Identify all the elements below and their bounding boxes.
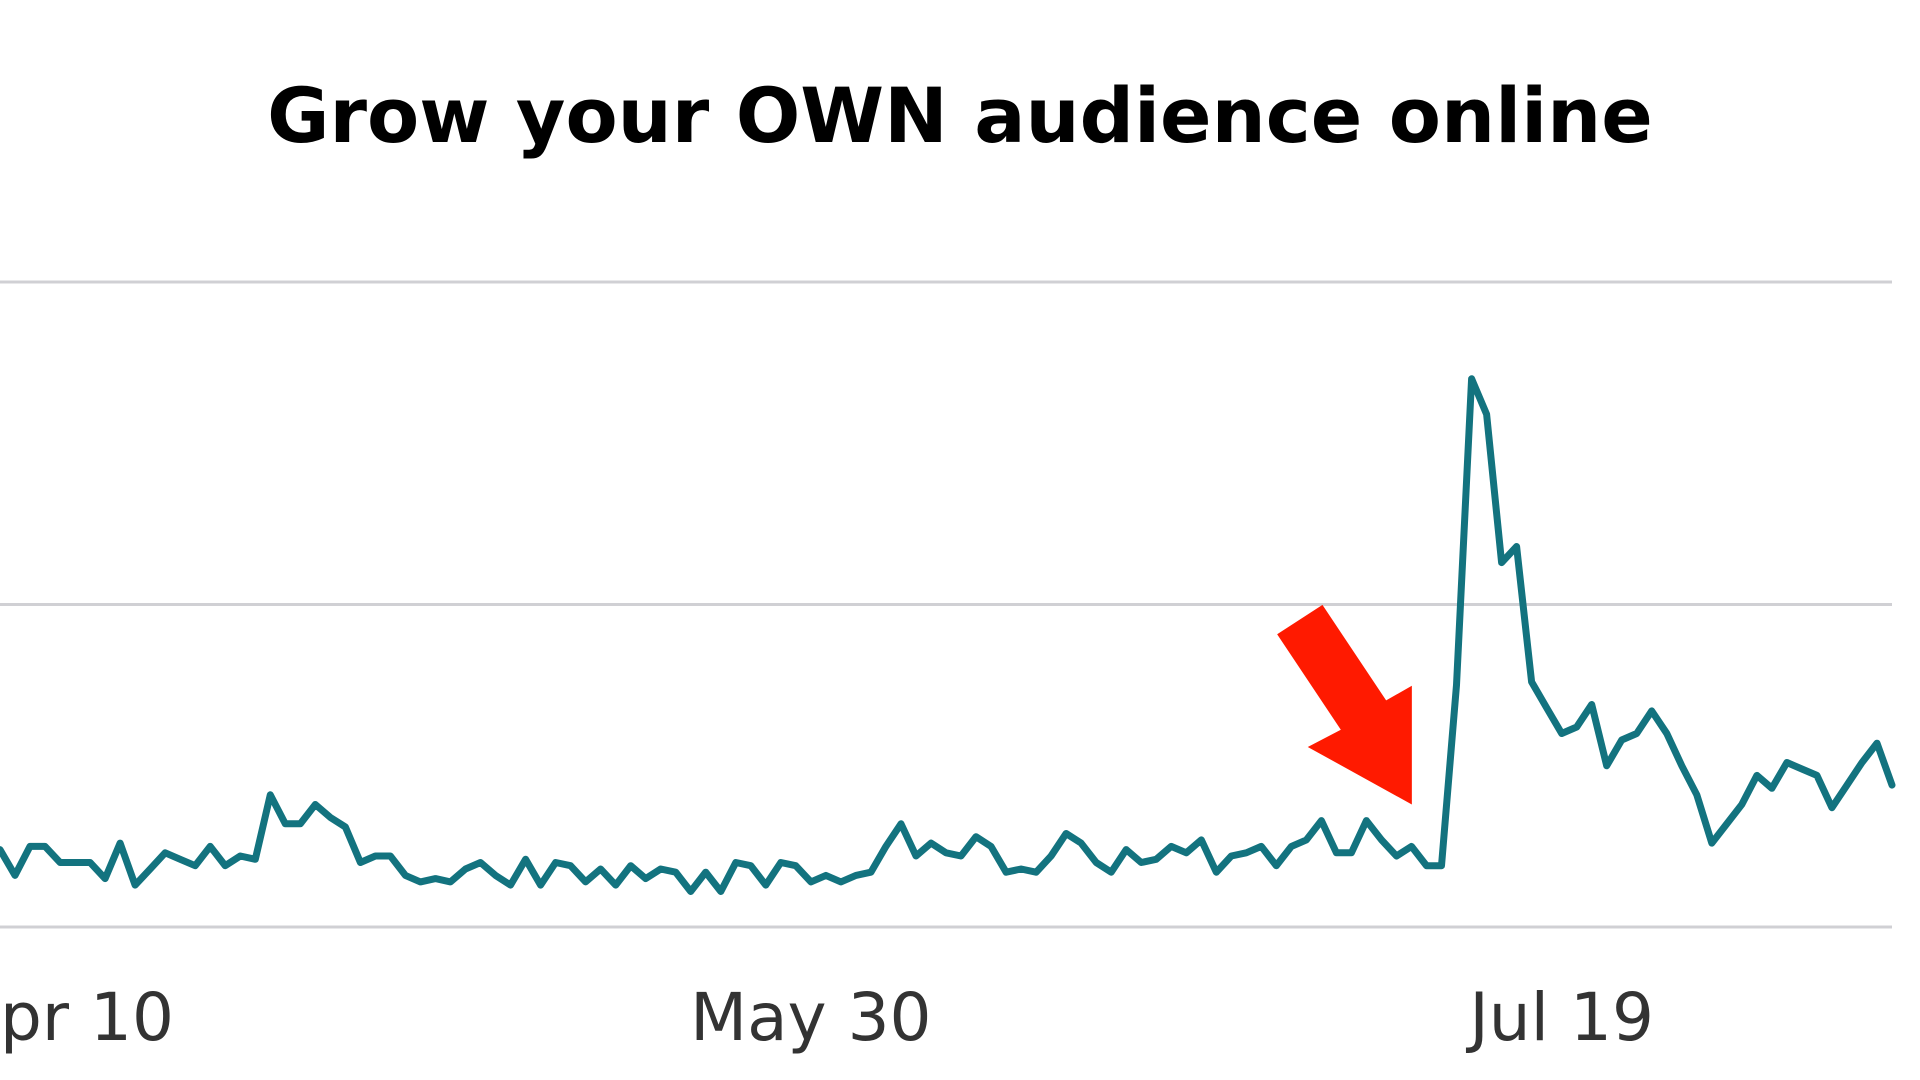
- x-tick-label: pr 10: [0, 979, 174, 1056]
- plot: [0, 375, 1896, 895]
- line-series: [0, 375, 1896, 895]
- x-tick-label: Jul 19: [1465, 979, 1654, 1056]
- chart-title: Grow your OWN audience online: [267, 71, 1653, 160]
- x-tick-label: May 30: [690, 979, 931, 1056]
- x-axis: pr 10 May 30 Jul 19: [0, 979, 1654, 1056]
- grid: [0, 280, 1892, 929]
- red-arrow: [1277, 604, 1412, 805]
